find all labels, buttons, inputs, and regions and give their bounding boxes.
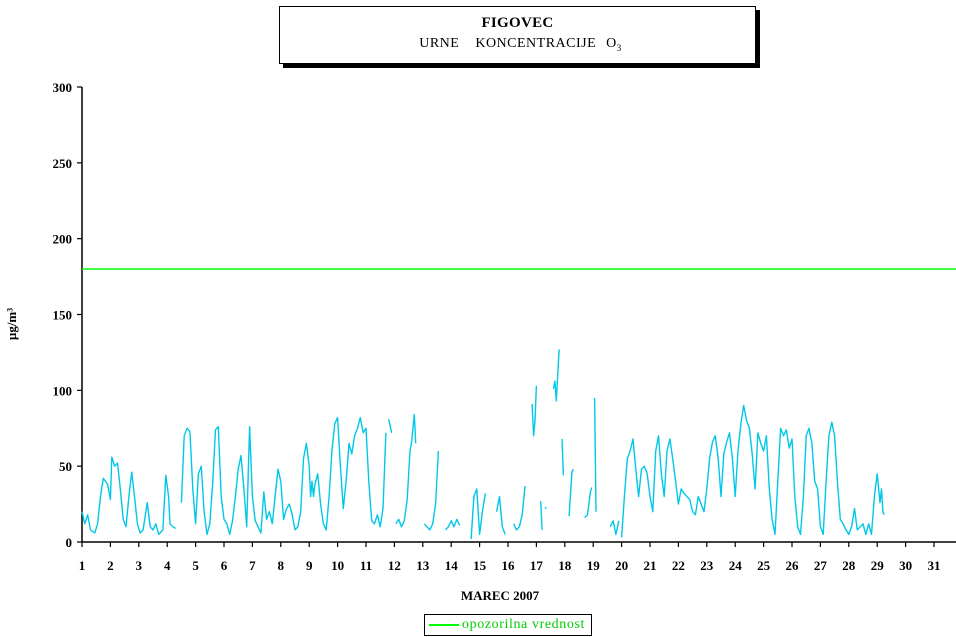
legend-swatch-line [429, 624, 459, 626]
subtitle-subscript: 3 [616, 42, 622, 53]
ozone-series-line [561, 438, 565, 476]
ozone-series-line [609, 520, 620, 536]
x-tick-label: 22 [672, 558, 685, 573]
y-tick-label: 200 [53, 232, 73, 247]
x-tick-label: 18 [558, 558, 572, 573]
ozone-series-line [620, 404, 885, 538]
x-tick-label: 6 [221, 558, 228, 573]
x-tick-label: 12 [388, 558, 401, 573]
x-tick-label: 9 [306, 558, 313, 573]
ozone-series-line [568, 468, 574, 517]
x-tick-label: 28 [842, 558, 856, 573]
x-tick-label: 11 [360, 558, 372, 573]
x-tick-label: 8 [278, 558, 285, 573]
x-tick-label: 10 [331, 558, 344, 573]
x-tick-label: 17 [530, 558, 544, 573]
x-tick-label: 30 [899, 558, 912, 573]
chart-title: FIGOVEC [481, 15, 554, 31]
x-tick-label: 25 [757, 558, 771, 573]
legend-label: opozorilna vrednost [462, 617, 585, 632]
ozone-series-line [544, 506, 547, 510]
ozone-series-line [395, 413, 417, 528]
y-tick-label: 150 [53, 308, 73, 323]
ozone-series-line [423, 450, 440, 531]
x-tick-label: 31 [928, 558, 941, 573]
y-axis-label: µg/m³ [4, 307, 19, 341]
y-tick-label: 50 [59, 459, 72, 474]
subtitle-word-3: O [606, 36, 617, 51]
x-tick-label: 26 [786, 558, 800, 573]
ozone-series-line [540, 501, 543, 530]
ozone-series-line [513, 485, 526, 531]
y-tick-label: 300 [53, 80, 73, 95]
x-axis-label: MAREC 2007 [460, 588, 540, 603]
ozone-series-line [531, 385, 538, 437]
x-tick-label: 7 [249, 558, 256, 573]
x-tick-label: 23 [700, 558, 714, 573]
ozone-series-line [470, 488, 486, 540]
y-tick-label: 250 [53, 156, 73, 171]
x-tick-label: 19 [587, 558, 601, 573]
x-tick-label: 5 [192, 558, 199, 573]
y-tick-label: 0 [66, 535, 73, 550]
x-tick-label: 29 [871, 558, 885, 573]
x-tick-label: 21 [644, 558, 657, 573]
ozone-series-line [495, 495, 506, 535]
x-tick-label: 16 [502, 558, 516, 573]
y-tick-label: 100 [53, 383, 73, 398]
ozone-series-line [584, 487, 593, 519]
x-tick-label: 13 [416, 558, 430, 573]
ozone-series-line [444, 518, 461, 531]
x-tick-label: 3 [136, 558, 143, 573]
x-tick-label: 4 [164, 558, 171, 573]
x-tick-label: 2 [107, 558, 114, 573]
x-tick-label: 20 [615, 558, 628, 573]
ozone-series-line [593, 397, 597, 512]
x-tick-label: 27 [814, 558, 828, 573]
x-tick-label: 24 [729, 558, 743, 573]
ozone-series-line [81, 456, 177, 536]
x-tick-label: 14 [445, 558, 459, 573]
x-tick-label: 15 [473, 558, 487, 573]
subtitle-word-1: URNE [419, 36, 460, 51]
chart-subtitle: URNE KONCENTRACIJE O3 [280, 36, 755, 53]
ozone-series-line [180, 416, 387, 536]
chart-title-box: FIGOVEC URNE KONCENTRACIJE O3 [279, 6, 756, 64]
x-tick-label: 1 [79, 558, 86, 573]
ozone-series-line [388, 418, 393, 433]
chart-legend: opozorilna vrednost [424, 614, 592, 636]
ozone-series-line [552, 349, 560, 402]
subtitle-word-2: KONCENTRACIJE [475, 36, 597, 51]
